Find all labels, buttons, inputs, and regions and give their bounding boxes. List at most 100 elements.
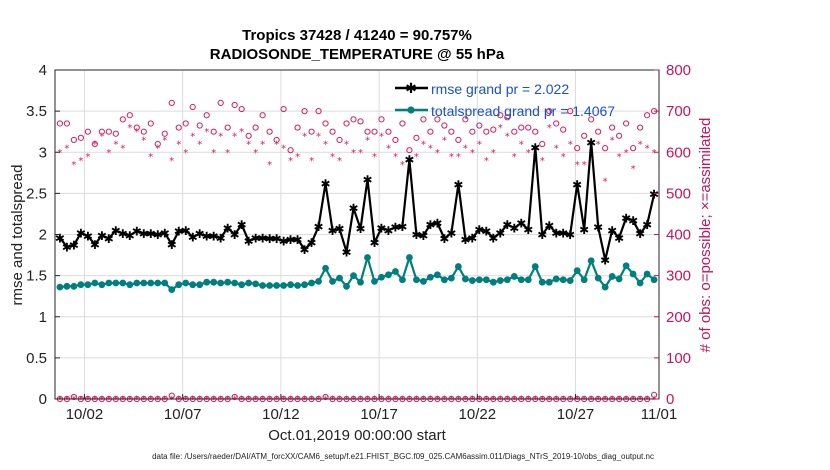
spread-point xyxy=(475,276,483,284)
obs-assimilated-marker: * xyxy=(421,140,426,151)
spread-point xyxy=(413,276,420,284)
rmse-point: ✱ xyxy=(146,227,156,241)
rmse-point: ✱ xyxy=(425,218,435,232)
obs-assimilated-marker: * xyxy=(407,168,412,179)
obs-assimilated-surface-marker: * xyxy=(211,395,216,406)
obs-assimilated-surface-marker: * xyxy=(638,395,643,406)
spread-point xyxy=(364,254,371,261)
spread-point xyxy=(336,274,343,282)
obs-assimilated-marker: * xyxy=(71,160,76,171)
y2-tick-label: 600 xyxy=(666,144,691,161)
obs-possible-marker xyxy=(210,128,217,135)
obs-assimilated-marker: * xyxy=(414,152,419,163)
obs-possible-marker xyxy=(609,124,616,131)
obs-assimilated-surface-marker: * xyxy=(288,395,293,406)
obs-assimilated-marker: * xyxy=(554,144,559,155)
obs-assimilated-surface-marker: * xyxy=(246,395,251,406)
obs-assimilated-surface-marker: * xyxy=(533,395,538,406)
spread-point xyxy=(608,273,616,280)
spread-point xyxy=(566,277,574,284)
rmse-point: ✱ xyxy=(432,216,442,230)
obs-assimilated-surface-marker: * xyxy=(176,395,181,406)
x-tick-label: 10/02 xyxy=(66,406,104,423)
y2-tick-label: 700 xyxy=(666,103,691,120)
obs-possible-marker xyxy=(70,136,77,144)
obs-assimilated-surface-marker: * xyxy=(470,395,475,406)
spread-point xyxy=(587,257,595,265)
obs-assimilated-marker: * xyxy=(302,131,307,142)
spread-point xyxy=(538,278,546,286)
spread-point xyxy=(56,283,64,291)
obs-possible-marker xyxy=(476,122,483,129)
rmse-point: ✱ xyxy=(341,245,351,259)
rmse-point: ✱ xyxy=(300,243,310,257)
obs-possible-marker xyxy=(371,128,378,135)
rmse-point: ✱ xyxy=(565,228,575,242)
spread-point xyxy=(489,278,497,286)
obs-assimilated-surface-marker: * xyxy=(302,395,307,406)
spread-point xyxy=(161,279,169,287)
obs-possible-marker xyxy=(217,99,224,107)
rmse-point: ✱ xyxy=(244,235,254,249)
obs-assimilated-marker: * xyxy=(624,148,629,159)
obs-assimilated-surface-marker: * xyxy=(463,395,468,406)
obs-assimilated-surface-marker: * xyxy=(379,395,384,406)
rmse-point: ✱ xyxy=(481,225,491,239)
obs-assimilated-surface-marker: * xyxy=(204,395,209,406)
obs-assimilated-surface-marker: * xyxy=(232,395,237,406)
rmse-point: ✱ xyxy=(174,225,184,239)
obs-assimilated-marker: * xyxy=(512,152,517,163)
y-tick-label: 1 xyxy=(39,309,47,326)
obs-assimilated-marker: * xyxy=(351,148,356,159)
spread-point xyxy=(482,276,490,284)
rmse-point: ✱ xyxy=(209,230,219,244)
obs-possible-marker xyxy=(63,120,71,127)
obs-assimilated-marker: * xyxy=(358,148,363,159)
rmse-point: ✱ xyxy=(635,227,645,241)
obs-assimilated-surface-marker: * xyxy=(582,395,587,406)
obs-assimilated-marker: * xyxy=(155,144,160,155)
obs-possible-marker xyxy=(511,128,518,135)
obs-possible-marker xyxy=(196,122,203,129)
obs-assimilated-marker: * xyxy=(190,131,195,142)
obs-assimilated-marker: * xyxy=(470,148,475,159)
rmse-point: ✱ xyxy=(593,221,603,235)
obs-possible-marker xyxy=(595,128,602,135)
obs-assimilated-surface-marker: * xyxy=(526,395,531,406)
obs-assimilated-surface-marker: * xyxy=(225,395,230,406)
obs-assimilated-marker: * xyxy=(477,140,482,151)
obs-assimilated-marker: * xyxy=(456,152,461,163)
spread-point xyxy=(84,281,92,289)
spread-point xyxy=(503,276,511,284)
obs-assimilated-surface-marker: * xyxy=(197,395,202,406)
obs-assimilated-surface-marker: * xyxy=(568,395,573,406)
spread-point xyxy=(217,279,225,287)
spread-point xyxy=(329,277,336,285)
rmse-point: ✱ xyxy=(355,222,365,236)
obs-assimilated-marker: * xyxy=(435,148,440,159)
spread-point xyxy=(378,273,385,281)
rmse-point: ✱ xyxy=(230,228,240,242)
rmse-point: ✱ xyxy=(614,231,624,245)
obs-assimilated-surface-marker: * xyxy=(652,395,657,406)
obs-assimilated-marker: * xyxy=(505,131,510,142)
obs-possible-marker xyxy=(98,128,105,135)
obs-possible-marker xyxy=(427,128,434,135)
obs-assimilated-surface-marker: * xyxy=(484,395,489,406)
obs-possible-marker xyxy=(105,128,112,135)
obs-possible-marker xyxy=(469,128,476,135)
obs-assimilated-marker: * xyxy=(309,156,314,167)
obs-assimilated-marker: * xyxy=(575,160,580,171)
obs-assimilated-marker: * xyxy=(330,152,335,163)
rmse-point: ✱ xyxy=(551,226,561,240)
obs-possible-marker xyxy=(238,105,245,113)
spread-point xyxy=(371,277,378,285)
rmse-point: ✱ xyxy=(258,231,268,245)
obs-assimilated-surface-marker: * xyxy=(267,395,272,406)
obs-assimilated-marker: * xyxy=(197,140,202,151)
obs-possible-marker xyxy=(546,108,553,115)
spread-point xyxy=(140,279,148,287)
spread-point xyxy=(231,279,239,287)
obs-assimilated-marker: * xyxy=(323,140,328,151)
